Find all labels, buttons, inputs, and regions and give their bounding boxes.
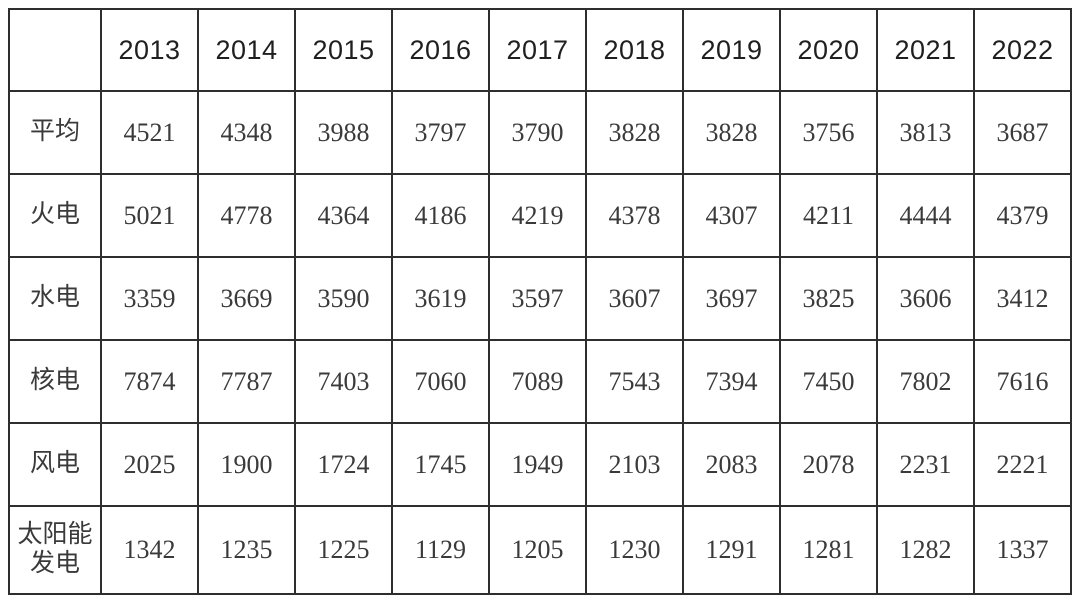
table-cell: 1225 bbox=[294, 505, 393, 595]
column-header: 2013 bbox=[100, 8, 199, 92]
column-header: 2015 bbox=[294, 8, 393, 92]
table-cell: 1230 bbox=[585, 505, 684, 595]
data-table-container: 2013 2014 2015 2016 2017 2018 2019 2020 … bbox=[8, 8, 1072, 595]
table-cell: 7874 bbox=[100, 339, 199, 424]
table-cell: 1205 bbox=[488, 505, 587, 595]
column-header: 2022 bbox=[973, 8, 1072, 92]
column-header: 2020 bbox=[779, 8, 878, 92]
table-cell: 2025 bbox=[100, 422, 199, 507]
table-cell: 1337 bbox=[973, 505, 1072, 595]
table-cell: 3790 bbox=[488, 90, 587, 175]
table-cell: 4348 bbox=[197, 90, 296, 175]
table-cell: 4521 bbox=[100, 90, 199, 175]
column-header: 2017 bbox=[488, 8, 587, 92]
table-cell: 7543 bbox=[585, 339, 684, 424]
row-label: 风电 bbox=[8, 422, 102, 507]
table-cell: 4307 bbox=[682, 173, 781, 258]
corner-cell bbox=[8, 8, 102, 92]
row-label: 火电 bbox=[8, 173, 102, 258]
table-cell: 3590 bbox=[294, 256, 393, 341]
table-cell: 3988 bbox=[294, 90, 393, 175]
table-cell: 3606 bbox=[876, 256, 975, 341]
table-cell: 4379 bbox=[973, 173, 1072, 258]
table-row-hydro: 水电 3359 3669 3590 3619 3597 3607 3697 38… bbox=[8, 256, 1072, 341]
table-cell: 3687 bbox=[973, 90, 1072, 175]
table-cell: 3825 bbox=[779, 256, 878, 341]
table-cell: 1291 bbox=[682, 505, 781, 595]
column-header: 2014 bbox=[197, 8, 296, 92]
row-label: 平均 bbox=[8, 90, 102, 175]
table-row-average: 平均 4521 4348 3988 3797 3790 3828 3828 37… bbox=[8, 90, 1072, 175]
table-cell: 2078 bbox=[779, 422, 878, 507]
table-cell: 3813 bbox=[876, 90, 975, 175]
column-header: 2018 bbox=[585, 8, 684, 92]
table-cell: 4444 bbox=[876, 173, 975, 258]
table-cell: 1949 bbox=[488, 422, 587, 507]
table-row-wind: 风电 2025 1900 1724 1745 1949 2103 2083 20… bbox=[8, 422, 1072, 507]
table-cell: 2231 bbox=[876, 422, 975, 507]
table-cell: 3756 bbox=[779, 90, 878, 175]
row-label: 核电 bbox=[8, 339, 102, 424]
table-cell: 3669 bbox=[197, 256, 296, 341]
table-cell: 1129 bbox=[391, 505, 490, 595]
table-cell: 1900 bbox=[197, 422, 296, 507]
table-cell: 2103 bbox=[585, 422, 684, 507]
table-cell: 3619 bbox=[391, 256, 490, 341]
table-cell: 7403 bbox=[294, 339, 393, 424]
table-cell: 7787 bbox=[197, 339, 296, 424]
table-cell: 4378 bbox=[585, 173, 684, 258]
table-cell: 1745 bbox=[391, 422, 490, 507]
table-cell: 4219 bbox=[488, 173, 587, 258]
table-cell: 7802 bbox=[876, 339, 975, 424]
table-cell: 1235 bbox=[197, 505, 296, 595]
table-cell: 4778 bbox=[197, 173, 296, 258]
table-cell: 3359 bbox=[100, 256, 199, 341]
table-cell: 3697 bbox=[682, 256, 781, 341]
table-cell: 7089 bbox=[488, 339, 587, 424]
table-cell: 1281 bbox=[779, 505, 878, 595]
table-row-thermal: 火电 5021 4778 4364 4186 4219 4378 4307 42… bbox=[8, 173, 1072, 258]
table-cell: 3412 bbox=[973, 256, 1072, 341]
table-row-solar: 太阳能发电 1342 1235 1225 1129 1205 1230 1291… bbox=[8, 505, 1072, 595]
table-cell: 1282 bbox=[876, 505, 975, 595]
table-cell: 7394 bbox=[682, 339, 781, 424]
table-cell: 4364 bbox=[294, 173, 393, 258]
data-table: 2013 2014 2015 2016 2017 2018 2019 2020 … bbox=[8, 8, 1072, 595]
table-cell: 3607 bbox=[585, 256, 684, 341]
column-header: 2016 bbox=[391, 8, 490, 92]
column-header: 2021 bbox=[876, 8, 975, 92]
table-cell: 4186 bbox=[391, 173, 490, 258]
table-cell: 4211 bbox=[779, 173, 878, 258]
table-cell: 3828 bbox=[682, 90, 781, 175]
table-cell: 5021 bbox=[100, 173, 199, 258]
row-label: 水电 bbox=[8, 256, 102, 341]
table-cell: 3597 bbox=[488, 256, 587, 341]
row-label: 太阳能发电 bbox=[8, 505, 102, 595]
table-row-nuclear: 核电 7874 7787 7403 7060 7089 7543 7394 74… bbox=[8, 339, 1072, 424]
table-header-row: 2013 2014 2015 2016 2017 2018 2019 2020 … bbox=[8, 8, 1072, 92]
column-header: 2019 bbox=[682, 8, 781, 92]
table-cell: 2083 bbox=[682, 422, 781, 507]
table-cell: 7060 bbox=[391, 339, 490, 424]
table-cell: 7616 bbox=[973, 339, 1072, 424]
table-cell: 3828 bbox=[585, 90, 684, 175]
table-cell: 1342 bbox=[100, 505, 199, 595]
table-cell: 3797 bbox=[391, 90, 490, 175]
table-cell: 7450 bbox=[779, 339, 878, 424]
table-cell: 1724 bbox=[294, 422, 393, 507]
table-cell: 2221 bbox=[973, 422, 1072, 507]
